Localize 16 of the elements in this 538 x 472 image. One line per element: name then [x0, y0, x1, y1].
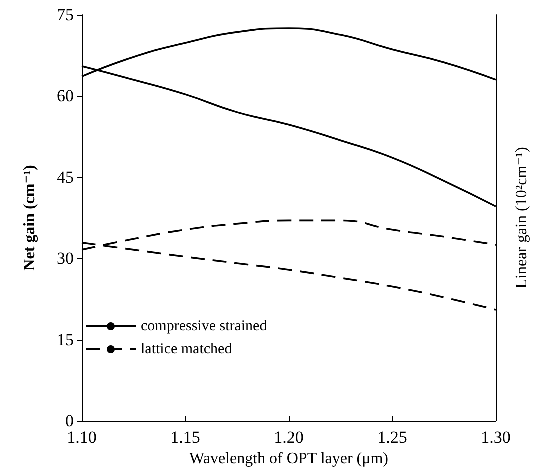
x-tick-label: 1.10: [67, 428, 97, 447]
x-axis-title: Wavelength of OPT layer (μm): [190, 450, 388, 468]
x-tick-label: 1.20: [274, 428, 304, 447]
y-tick-label: 15: [57, 330, 74, 350]
x-tick-label: 1.15: [170, 428, 200, 447]
x-tick-label: 1.30: [481, 428, 511, 447]
y-tick-label: 60: [57, 86, 74, 106]
y-tick-label: 45: [57, 168, 74, 187]
x-tick-label: 1.25: [378, 428, 408, 447]
legend-label: compressive strained: [141, 318, 268, 334]
y-tick-label: 75: [57, 6, 74, 24]
y2-axis-title: Linear gain (10²cm⁻¹): [514, 147, 530, 289]
y-tick-label: 0: [66, 412, 74, 430]
y-axis-title: Net gain (cm⁻¹): [22, 165, 38, 271]
y-tick-label: 30: [57, 249, 74, 268]
legend-label: lattice matched: [141, 342, 233, 358]
